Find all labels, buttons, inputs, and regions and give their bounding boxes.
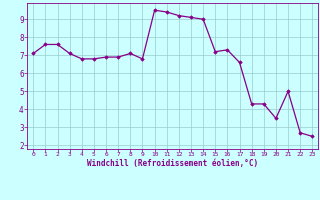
X-axis label: Windchill (Refroidissement éolien,°C): Windchill (Refroidissement éolien,°C) xyxy=(87,159,258,168)
